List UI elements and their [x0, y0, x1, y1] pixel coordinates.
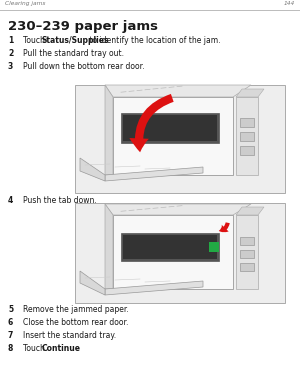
Text: Remove the jammed paper.: Remove the jammed paper.	[23, 305, 129, 314]
Text: .: .	[66, 344, 68, 353]
Polygon shape	[236, 207, 264, 215]
Text: 2: 2	[8, 49, 13, 58]
FancyBboxPatch shape	[113, 97, 233, 175]
FancyBboxPatch shape	[240, 263, 254, 271]
FancyArrowPatch shape	[219, 222, 230, 232]
Polygon shape	[80, 158, 105, 181]
FancyBboxPatch shape	[236, 97, 258, 175]
Text: Continue: Continue	[41, 344, 80, 353]
Polygon shape	[105, 281, 203, 295]
Text: 230–239 paper jams: 230–239 paper jams	[8, 20, 158, 33]
Polygon shape	[105, 85, 113, 175]
Text: to identify the location of the jam.: to identify the location of the jam.	[87, 36, 220, 45]
FancyArrowPatch shape	[129, 94, 174, 152]
FancyBboxPatch shape	[240, 237, 254, 245]
Text: 6: 6	[8, 318, 13, 327]
Text: Pull the standard tray out.: Pull the standard tray out.	[23, 49, 124, 58]
FancyBboxPatch shape	[121, 113, 219, 143]
Text: 1: 1	[8, 36, 13, 45]
Text: 4: 4	[8, 196, 13, 205]
Polygon shape	[105, 85, 251, 97]
Text: 144: 144	[284, 1, 295, 6]
FancyBboxPatch shape	[123, 115, 217, 141]
FancyBboxPatch shape	[75, 85, 285, 193]
FancyBboxPatch shape	[75, 203, 285, 303]
FancyBboxPatch shape	[240, 132, 254, 141]
Text: Clearing jams: Clearing jams	[5, 1, 45, 6]
Polygon shape	[105, 204, 251, 215]
FancyBboxPatch shape	[113, 215, 233, 289]
FancyBboxPatch shape	[209, 242, 219, 252]
Text: Insert the standard tray.: Insert the standard tray.	[23, 331, 116, 340]
FancyBboxPatch shape	[123, 235, 217, 259]
Text: Push the tab down.: Push the tab down.	[23, 196, 97, 205]
FancyBboxPatch shape	[121, 233, 219, 261]
Text: Status/Supplies: Status/Supplies	[41, 36, 109, 45]
Polygon shape	[80, 271, 105, 295]
Text: 7: 7	[8, 331, 14, 340]
Text: Pull down the bottom rear door.: Pull down the bottom rear door.	[23, 62, 145, 71]
Text: 3: 3	[8, 62, 13, 71]
FancyBboxPatch shape	[240, 250, 254, 258]
FancyBboxPatch shape	[236, 215, 258, 289]
Polygon shape	[105, 204, 113, 289]
FancyBboxPatch shape	[240, 146, 254, 155]
Text: 5: 5	[8, 305, 13, 314]
Text: 8: 8	[8, 344, 14, 353]
FancyBboxPatch shape	[240, 118, 254, 127]
Text: Touch: Touch	[23, 344, 47, 353]
Text: Touch: Touch	[23, 36, 47, 45]
Text: Close the bottom rear door.: Close the bottom rear door.	[23, 318, 128, 327]
Polygon shape	[105, 167, 203, 181]
Polygon shape	[236, 89, 264, 97]
